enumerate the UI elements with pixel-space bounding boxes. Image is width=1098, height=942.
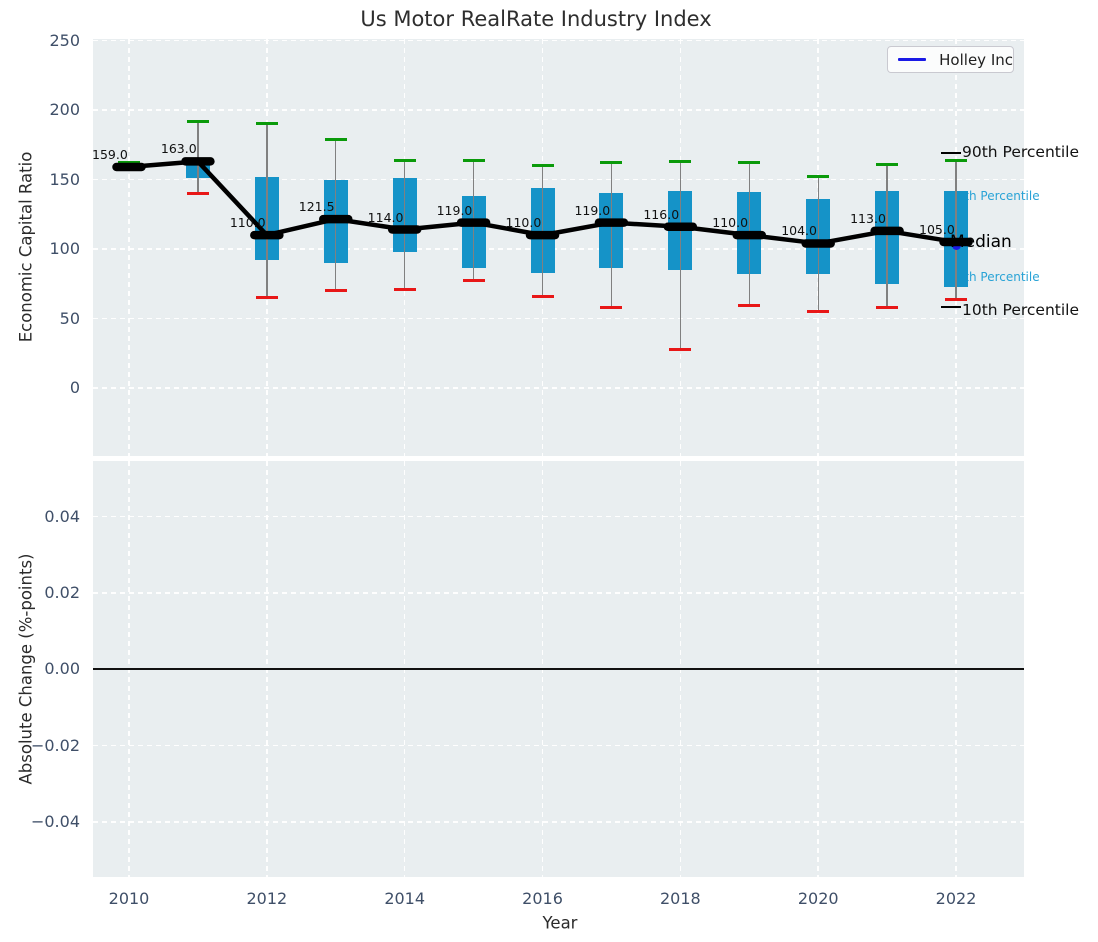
zero-line [93,668,1024,671]
annotation-10th-percentile: 10th Percentile [962,301,1080,319]
x-tick-label: 2018 [660,889,701,908]
median-value-label: 163.0 [160,141,197,157]
top-gridline-h [93,109,1024,111]
annotation-25th-percentile: 25th Percentile [949,270,1040,284]
top-y-tick-label: 250 [49,30,80,50]
whisker-cap-low [876,305,899,309]
annotation-median: Median [950,232,1012,252]
whisker-cap-low [600,305,623,309]
median-value-label: 110.0 [712,215,749,231]
top-gridline-h [93,39,1024,42]
median-value-label: 113.0 [850,210,886,226]
whisker-cap-low [669,347,692,351]
median-value-label: 121.5 [298,199,335,215]
bottom-y-tick-label: 0.00 [44,659,80,679]
whisker-cap-high [393,158,416,162]
whisker-cap-high [255,122,278,126]
top-plot-area [93,39,1024,456]
whisker-cap-low [945,297,968,301]
whisker-cap-low [255,296,278,300]
whisker-line [403,160,406,290]
whisker-cap-high [669,159,692,163]
bottom-gridline-h [93,744,1024,747]
whisker-cap-low [462,279,485,283]
whisker-cap-high [186,119,209,123]
whisker-cap-high [807,175,830,179]
median-value-label: 119.0 [574,202,611,218]
median-value-label: 104.0 [781,223,817,239]
x-tick-label: 2020 [797,889,839,908]
legend-line-icon [898,58,927,61]
median-value-label: 114.0 [367,209,404,225]
median-value-label: 116.0 [643,206,680,222]
whisker-cap-high [324,137,347,141]
whisker-cap-high [462,158,485,162]
whisker-line [266,123,268,298]
whisker-cap-low [807,310,830,314]
whisker-cap-high [876,162,899,166]
annotation-75th-percentile: 75th Percentile [949,189,1040,203]
x-tick-label: 2022 [935,889,977,908]
x-axis-label: Year [542,913,578,933]
whisker-cap-high [600,161,623,165]
top-gridline-h [93,248,1024,250]
whisker-cap-low [531,294,554,298]
bottom-gridline-h [93,821,1024,823]
top-gridline-h [93,387,1024,389]
bottom-y-tick-label: −0.04 [30,811,80,831]
whisker-cap-low [738,304,761,308]
bottom-gridline-h [93,515,1024,518]
top-y-tick-label: 50 [59,308,80,328]
whisker-cap-high [945,158,968,162]
top-gridline-v [128,39,130,456]
annotation-90th-percentile: 90th Percentile [962,143,1080,161]
bottom-y-tick-label: −0.02 [30,735,80,755]
median-value-label: 110.0 [505,215,542,231]
whisker-cap-low [186,191,209,195]
top-y-tick-label: 150 [49,169,80,189]
whisker-line [955,160,957,300]
x-tick-label: 2012 [246,889,288,908]
x-tick-label: 2016 [522,889,563,908]
median-value-label: 110.0 [229,215,266,231]
chart-title: Us Motor RealRate Industry Index [360,7,712,31]
whisker-cap-low [393,287,416,291]
bottom-y-axis-label: Absolute Change (%-points) [16,553,36,785]
top-y-axis-label: Economic Capital Ratio [16,151,36,343]
median-value-label: 105.0 [919,222,955,238]
legend: Holley Inc [887,46,1014,73]
annotation-90th-leader-line [941,152,961,154]
top-gridline-h [93,317,1024,320]
x-tick-label: 2014 [384,889,426,908]
top-gridline-h [93,178,1024,181]
top-y-tick-label: 100 [49,239,80,258]
top-y-tick-label: 200 [49,100,80,119]
median-value-label: 119.0 [436,202,473,218]
bottom-gridline-h [93,592,1024,594]
whisker-line [886,164,888,308]
x-tick-label: 2010 [108,889,150,908]
annotation-10th-leader-line [941,306,961,308]
whisker-line [679,161,682,350]
whisker-cap-high [738,161,761,165]
whisker-cap-low [324,289,347,293]
bottom-y-tick-label: 0.02 [44,582,80,602]
whisker-cap-high [531,164,554,168]
bottom-y-tick-label: 0.04 [44,506,80,526]
legend-label: Holley Inc [939,50,1013,69]
top-y-tick-label: 0 [69,378,80,397]
whisker-line [610,162,613,308]
median-value-label: 159.0 [92,146,128,162]
